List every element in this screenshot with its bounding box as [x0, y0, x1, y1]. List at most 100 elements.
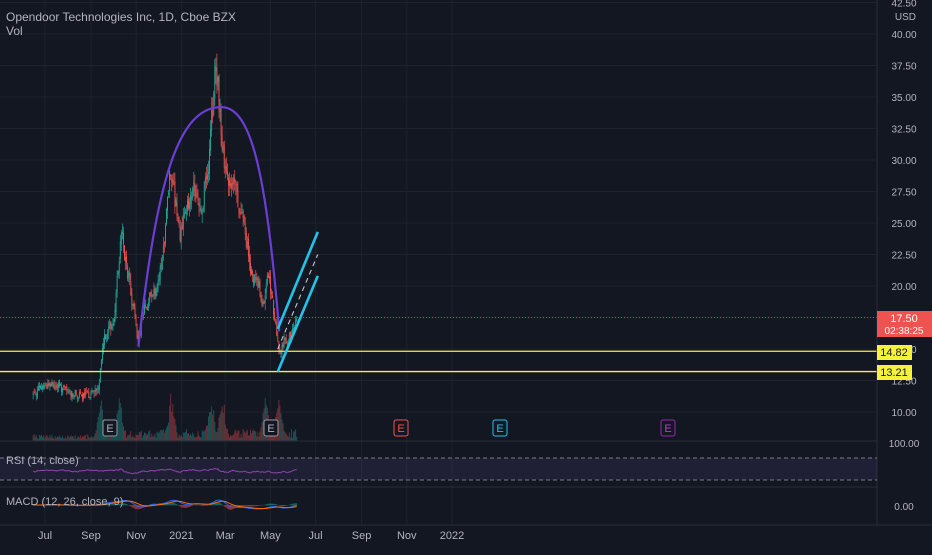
macd-hist-bar	[271, 504, 272, 506]
volume-bar	[261, 427, 262, 441]
candle-body	[232, 183, 233, 184]
rsi-label: RSI (14, close)	[6, 455, 79, 467]
candle-body	[100, 368, 101, 381]
earnings-marker[interactable]: E	[493, 420, 507, 436]
volume-bar	[222, 407, 223, 441]
candle-body	[44, 385, 45, 388]
currency-label: USD	[895, 12, 916, 23]
volume-bar	[55, 436, 56, 441]
volume-bar	[65, 437, 66, 441]
macd-hist-bar	[191, 505, 192, 506]
candle-body	[193, 182, 194, 191]
macd-hist-bar	[253, 505, 254, 506]
volume-bar	[212, 415, 213, 441]
candle-body	[225, 167, 226, 169]
volume-bar	[129, 435, 130, 441]
volume-bar	[123, 426, 124, 441]
candle-body	[171, 178, 172, 182]
svg-text:02:38:25: 02:38:25	[885, 326, 924, 337]
candle-body	[259, 281, 260, 292]
candle-body	[283, 345, 284, 347]
candle-body	[84, 393, 85, 396]
candle-body	[209, 149, 210, 173]
volume-bar	[140, 432, 141, 441]
symbol-title[interactable]: Opendoor Technologies Inc, 1D, Cboe BZX	[6, 10, 236, 24]
volume-bar	[167, 425, 168, 441]
volume-bar	[42, 437, 43, 441]
macd-hist-bar	[255, 505, 256, 506]
volume-bar	[94, 436, 95, 441]
candle-body	[103, 344, 104, 349]
volume-bar	[51, 438, 52, 441]
earnings-marker[interactable]: E	[394, 420, 408, 436]
candle-body	[48, 383, 49, 385]
candle-body	[149, 293, 150, 301]
volume-bar	[82, 436, 83, 441]
candle-body	[69, 390, 70, 391]
candle-body	[60, 384, 61, 385]
candle-body	[255, 278, 256, 281]
macd-hist-bar	[187, 505, 188, 507]
macd-hist-bar	[138, 505, 139, 509]
svg-text:E: E	[106, 423, 113, 435]
volume-bar	[184, 433, 185, 441]
candle-body	[282, 345, 283, 354]
volume-bar	[206, 426, 207, 441]
candle-body	[251, 269, 252, 274]
macd-hist-bar	[254, 505, 255, 506]
volume-bar	[148, 431, 149, 441]
candle-body	[43, 385, 44, 388]
earnings-marker[interactable]: E	[103, 420, 117, 436]
candle-body	[65, 387, 66, 388]
candle-body	[256, 278, 257, 280]
last-price-label: 17.50 02:38:25	[877, 311, 932, 337]
candle-body	[74, 396, 75, 397]
volume-bar	[172, 404, 173, 441]
candle-body	[124, 245, 125, 259]
macd-hist-bar	[194, 505, 195, 506]
volume-bar	[53, 438, 54, 441]
macd-hist-bar	[267, 504, 268, 505]
candle-body	[228, 178, 229, 186]
candle-body	[277, 337, 278, 340]
candle-body	[247, 241, 248, 248]
macd-hist-bar	[272, 504, 273, 506]
candle-body	[216, 68, 217, 86]
macd-hist-bar	[264, 505, 265, 506]
volume-bar	[256, 436, 257, 441]
candle-body	[114, 319, 115, 326]
volume-bar	[214, 422, 215, 441]
volume-label[interactable]: Vol	[6, 24, 236, 38]
earnings-marker[interactable]: E	[264, 420, 278, 436]
volume-bar	[236, 433, 237, 441]
candle-body	[72, 393, 73, 398]
candle-body	[97, 389, 98, 391]
volume-bar	[189, 435, 190, 441]
candle-body	[42, 387, 43, 390]
candle-body	[180, 228, 181, 241]
volume-bar	[163, 429, 164, 441]
macd-hist-bar	[179, 505, 180, 506]
macd-hist-bar	[242, 505, 243, 506]
volume-bar	[151, 433, 152, 441]
earnings-marker-upcoming[interactable]: E	[661, 420, 675, 436]
macd-hist-bar	[132, 505, 133, 508]
candle-body	[146, 307, 147, 308]
volume-bar	[205, 430, 206, 441]
macd-hist-bar	[202, 505, 203, 506]
candle-body	[227, 171, 228, 176]
volume-bar	[133, 437, 134, 441]
macd-hist-bar	[277, 505, 278, 506]
macd-hist-bar	[135, 505, 136, 509]
volume-bar	[235, 430, 236, 441]
macd-hist-bar	[174, 503, 175, 505]
candle-body	[75, 391, 76, 397]
candle-body	[243, 211, 244, 218]
macd-hist-bar	[273, 504, 274, 506]
macd-hist-bar	[265, 505, 266, 506]
volume-bar	[119, 398, 120, 441]
volume-bar	[193, 434, 194, 441]
volume-bar	[198, 431, 199, 441]
